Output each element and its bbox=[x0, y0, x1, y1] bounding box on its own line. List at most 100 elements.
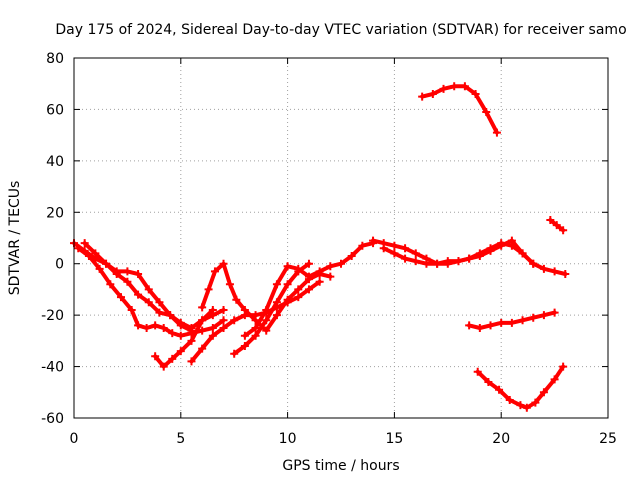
y-tick-label: 60 bbox=[46, 102, 64, 118]
y-tick-label: -20 bbox=[41, 308, 64, 324]
data-point bbox=[272, 280, 281, 289]
data-point bbox=[219, 259, 228, 268]
data-point bbox=[531, 398, 540, 407]
data-point bbox=[198, 344, 207, 353]
data-point bbox=[198, 316, 207, 325]
data-point bbox=[74, 244, 83, 253]
data-point bbox=[219, 306, 228, 314]
data-point bbox=[559, 362, 568, 371]
data-point bbox=[450, 82, 459, 91]
data-point bbox=[460, 82, 469, 91]
data-point bbox=[315, 277, 324, 286]
data-point bbox=[473, 367, 482, 376]
y-tick-label: 80 bbox=[46, 51, 64, 67]
data-point bbox=[91, 249, 100, 258]
y-tick-label: -60 bbox=[41, 411, 64, 427]
x-tick-label: 15 bbox=[385, 431, 403, 447]
data-series-track-10 bbox=[379, 236, 538, 268]
data-point bbox=[465, 321, 474, 330]
data-point bbox=[379, 244, 388, 253]
data-series-track-8 bbox=[240, 239, 378, 340]
data-point bbox=[422, 259, 431, 268]
y-tick-label: -40 bbox=[41, 360, 64, 376]
data-point bbox=[390, 249, 399, 258]
data-point bbox=[471, 90, 480, 98]
data-point bbox=[232, 295, 241, 304]
data-point bbox=[484, 378, 493, 386]
x-tick-label: 25 bbox=[599, 431, 617, 447]
data-trace bbox=[232, 261, 311, 356]
data-point bbox=[550, 375, 559, 384]
data-point bbox=[144, 298, 153, 307]
data-point bbox=[294, 285, 303, 294]
data-point bbox=[208, 324, 217, 332]
data-point bbox=[454, 257, 463, 266]
data-point bbox=[411, 257, 420, 266]
data-point bbox=[482, 108, 491, 116]
data-point bbox=[187, 336, 196, 345]
data-point bbox=[433, 259, 442, 268]
data-point bbox=[106, 280, 115, 289]
data-point bbox=[208, 306, 217, 314]
data-point bbox=[529, 313, 538, 322]
data-point bbox=[262, 326, 271, 335]
data-point bbox=[486, 321, 495, 330]
data-trace bbox=[475, 364, 566, 410]
data-point bbox=[475, 324, 484, 332]
data-series-track-11 bbox=[418, 82, 501, 137]
data-point bbox=[539, 311, 548, 320]
data-point bbox=[294, 293, 303, 302]
data-point bbox=[134, 270, 143, 278]
data-point bbox=[176, 331, 185, 340]
data-point bbox=[251, 324, 260, 332]
data-point bbox=[428, 90, 437, 98]
data-point bbox=[486, 246, 495, 255]
data-point bbox=[522, 403, 531, 412]
data-point bbox=[465, 254, 474, 263]
data-point bbox=[112, 267, 121, 276]
data-point bbox=[159, 362, 168, 371]
data-point bbox=[550, 267, 559, 276]
data-point bbox=[418, 92, 427, 101]
data-point bbox=[80, 239, 89, 248]
data-point bbox=[550, 308, 559, 317]
data-point bbox=[369, 236, 378, 245]
data-point bbox=[518, 316, 527, 325]
x-tick-label: 5 bbox=[176, 431, 185, 447]
data-point bbox=[230, 316, 239, 325]
data-series-track-13 bbox=[473, 362, 568, 412]
data-point bbox=[337, 259, 345, 268]
data-point bbox=[411, 249, 420, 258]
data-point bbox=[518, 249, 527, 258]
data-point bbox=[539, 264, 548, 273]
data-point bbox=[272, 298, 281, 307]
x-tick-label: 10 bbox=[279, 431, 297, 447]
data-point bbox=[492, 128, 501, 137]
y-tick-label: 20 bbox=[46, 205, 64, 221]
data-point bbox=[439, 84, 448, 93]
data-point bbox=[159, 324, 168, 332]
data-point bbox=[283, 262, 292, 271]
data-point bbox=[144, 285, 153, 294]
data-point bbox=[151, 321, 160, 330]
data-point bbox=[497, 318, 506, 327]
data-point bbox=[559, 226, 568, 235]
data-point bbox=[401, 244, 410, 253]
data-point bbox=[516, 401, 525, 410]
data-point bbox=[347, 252, 356, 260]
data-point bbox=[262, 306, 271, 314]
data-point bbox=[187, 324, 196, 332]
data-point bbox=[507, 236, 516, 245]
data-layer bbox=[70, 82, 570, 412]
data-point bbox=[304, 285, 313, 294]
tick-layer: 0 5 10 15 20 25 -60 -40 -20 0 20 40 60 80 bbox=[41, 51, 617, 447]
data-point bbox=[151, 352, 160, 361]
data-point bbox=[168, 329, 177, 338]
data-point bbox=[155, 308, 164, 317]
data-point bbox=[546, 216, 555, 224]
data-series-track-12 bbox=[465, 308, 559, 332]
data-point bbox=[176, 347, 185, 356]
data-point bbox=[230, 349, 239, 358]
data-point bbox=[95, 264, 104, 273]
